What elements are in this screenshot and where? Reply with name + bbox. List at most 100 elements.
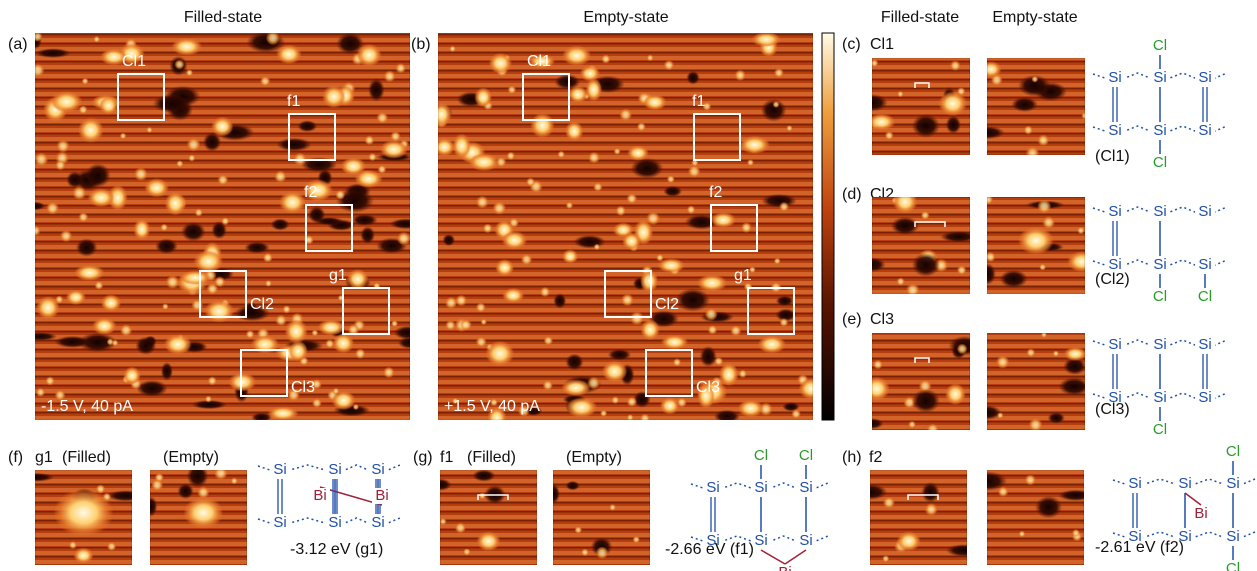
bright-spot — [758, 335, 786, 353]
small-spot — [600, 410, 607, 417]
bright-spot — [580, 66, 600, 82]
small-spot — [883, 497, 895, 509]
atom: Si — [1178, 475, 1191, 492]
small-spot — [187, 138, 201, 152]
bright-spot — [452, 134, 471, 159]
small-spot — [957, 344, 968, 355]
box-label: f2 — [709, 184, 722, 201]
dark-patch — [608, 349, 631, 361]
bright-spot — [51, 91, 83, 112]
dark-patch — [76, 238, 98, 256]
bright-spot — [602, 361, 627, 383]
small-spot — [396, 63, 406, 73]
dark-patch — [368, 78, 384, 101]
bright-spot — [585, 78, 602, 102]
bright-spot — [643, 94, 667, 110]
atom: Cl — [754, 447, 768, 464]
small-spot — [1042, 216, 1055, 229]
feature — [1018, 227, 1054, 255]
bond — [1185, 493, 1201, 505]
dark-patch — [553, 293, 566, 308]
atom: Cl — [1153, 288, 1167, 305]
small-spot — [214, 467, 227, 480]
bright-spot — [485, 341, 514, 367]
bright-spot — [562, 45, 591, 65]
energy-label: -2.66 eV (f1) — [665, 541, 754, 558]
panel-label: (g) — [413, 449, 433, 466]
dark-patch — [66, 171, 83, 188]
small-spot — [445, 320, 455, 330]
small-spot — [897, 277, 905, 285]
dark-patch — [1035, 496, 1062, 519]
bond — [785, 550, 806, 564]
small-spot — [246, 330, 255, 339]
feature — [912, 114, 940, 138]
figure: Filled-state(a)-1.5 V, 40 pACl1f1f2g1Cl2… — [0, 0, 1257, 571]
small-spot — [873, 360, 883, 370]
small-spot — [186, 69, 193, 76]
small-spot — [1077, 227, 1084, 234]
small-spot — [647, 54, 654, 61]
small-spot — [78, 212, 88, 222]
bright-spot — [78, 117, 104, 143]
feature — [183, 497, 223, 529]
dark-patch — [443, 234, 456, 246]
small-spot — [627, 397, 637, 407]
small-spot — [481, 319, 487, 325]
small-spot — [217, 174, 228, 185]
small-spot — [160, 224, 168, 232]
bright-spot — [711, 212, 737, 227]
small-spot — [633, 536, 640, 543]
atom: Si — [273, 514, 286, 531]
bright-spot — [36, 296, 59, 319]
feature — [912, 389, 940, 413]
small-spot — [908, 421, 916, 429]
small-spot — [174, 60, 184, 70]
dark-patch — [921, 482, 939, 503]
atom: Si — [1108, 203, 1121, 220]
dark-patch — [714, 410, 740, 424]
state-label: (Empty) — [566, 449, 622, 466]
small-spot — [364, 135, 374, 145]
small-spot — [921, 211, 930, 220]
small-spot — [36, 388, 45, 397]
small-spot — [611, 396, 619, 404]
bright-spot — [562, 249, 578, 263]
bright-spot — [268, 406, 299, 420]
small-spot — [996, 355, 1009, 368]
dark-patch — [35, 48, 70, 58]
bright-spot — [565, 121, 583, 141]
small-spot — [282, 305, 290, 313]
small-spot — [312, 398, 322, 408]
bright-spot — [211, 117, 233, 137]
atom: Cl — [799, 447, 813, 464]
panel-name: g1 — [35, 449, 53, 466]
small-spot — [897, 91, 903, 97]
bright-spot — [164, 334, 192, 355]
stm-image — [854, 470, 982, 565]
small-spot — [616, 206, 626, 216]
atom: Si — [706, 479, 719, 496]
small-spot — [195, 208, 203, 216]
small-spot — [476, 303, 486, 313]
bright-spot — [1067, 251, 1097, 272]
small-spot — [335, 190, 345, 200]
small-spot — [730, 325, 741, 336]
dark-patch — [85, 163, 110, 187]
box-label: g1 — [734, 267, 752, 284]
small-spot — [543, 380, 553, 390]
small-spot — [739, 370, 747, 378]
stm-image — [859, 190, 978, 297]
small-spot — [508, 86, 517, 95]
schematic-tag: (Cl3) — [1095, 401, 1130, 418]
bright-spot — [204, 300, 234, 323]
small-spot — [870, 59, 878, 67]
box-label: Cl3 — [696, 379, 720, 396]
small-spot — [997, 412, 1003, 418]
small-spot — [774, 68, 784, 78]
dark-patch — [277, 138, 312, 152]
dark-patch — [297, 120, 317, 132]
small-spot — [479, 493, 486, 500]
small-spot — [791, 409, 801, 419]
small-spot — [383, 367, 395, 379]
